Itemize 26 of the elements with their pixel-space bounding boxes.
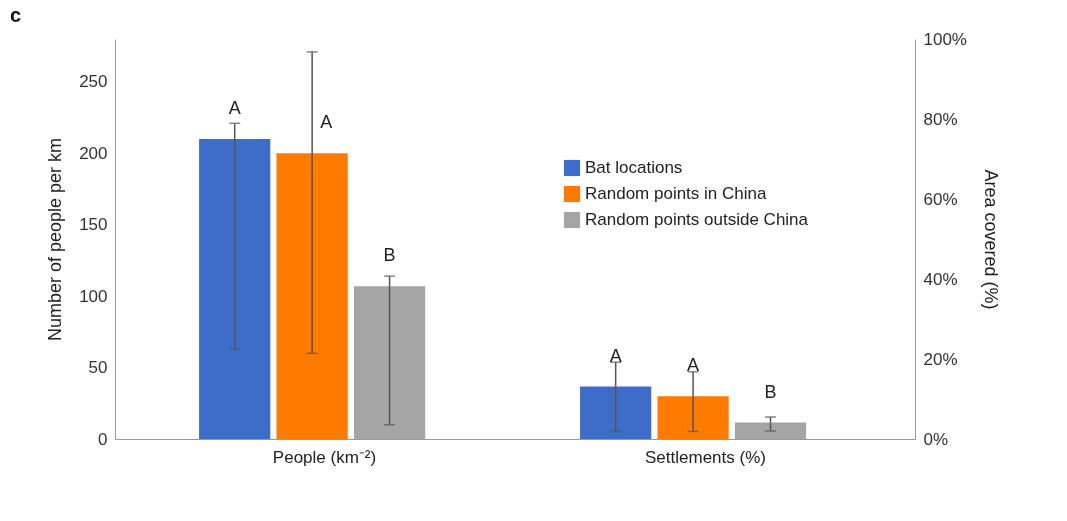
- x-tick-label: Settlements (%): [645, 447, 766, 467]
- y2-tick-label: 20%: [923, 349, 958, 369]
- data-label: B: [764, 381, 777, 402]
- y-tick-label: 50: [88, 358, 108, 378]
- legend-label: Random points outside China: [585, 210, 809, 229]
- data-label: A: [609, 345, 622, 366]
- y-tick-label: 0: [98, 429, 108, 449]
- x-tick-label: People (km⁻²): [272, 447, 377, 467]
- data-label: A: [320, 112, 333, 133]
- data-label: A: [228, 98, 241, 118]
- text: c: [10, 4, 22, 26]
- y-axis-title: Number of people per km: [45, 137, 66, 342]
- legend-label: Bat locations: [585, 158, 683, 177]
- y-tick-label: 250: [79, 72, 108, 92]
- data-label: A: [687, 355, 700, 376]
- y2-axis-title: Area covered (%): [980, 169, 1001, 310]
- y-tick-label: 150: [79, 215, 108, 235]
- y2-tick-label: 40%: [923, 269, 958, 289]
- legend-label: Random points in China: [585, 184, 767, 203]
- y2-tick-label: 0%: [923, 429, 949, 449]
- y2-tick-label: 100%: [923, 29, 967, 49]
- y2-tick-label: 60%: [923, 189, 958, 209]
- y-tick-label: 100: [79, 286, 108, 306]
- y-tick-label: 200: [79, 143, 108, 163]
- y2-tick-label: 80%: [923, 109, 958, 129]
- data-label: B: [383, 245, 396, 266]
